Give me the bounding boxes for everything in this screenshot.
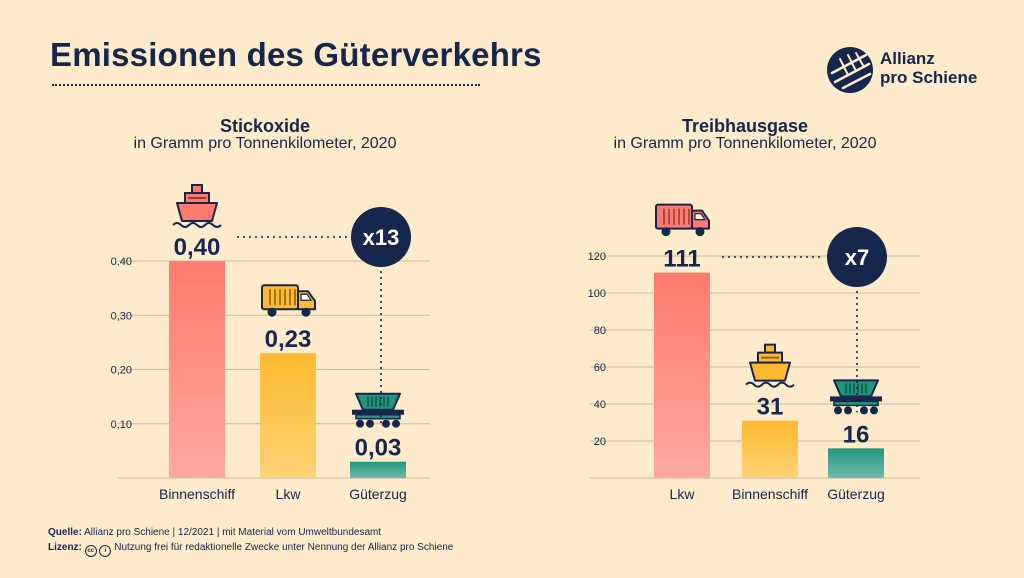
truck-icon bbox=[261, 284, 316, 317]
logo-mark-icon bbox=[827, 47, 873, 93]
y-tick-label: 100 bbox=[588, 288, 606, 300]
value-label-lkw: 0,23 bbox=[265, 326, 312, 353]
footer: Quelle: Allianz pro Schiene | 12/2021 | … bbox=[48, 525, 453, 557]
y-tick-label: 0,20 bbox=[111, 365, 132, 377]
logo-text-line2: pro Schiene bbox=[880, 68, 978, 87]
bar-gueterzug bbox=[828, 448, 884, 478]
ship-icon bbox=[172, 184, 222, 228]
y-tick-label: 0,40 bbox=[111, 256, 132, 268]
comparison-badge bbox=[351, 207, 411, 267]
comparison-badge bbox=[827, 227, 887, 287]
y-tick-label: 80 bbox=[594, 325, 606, 337]
y-tick-label: 60 bbox=[594, 362, 606, 374]
page-title: Emissionen des Güterverkehrs bbox=[50, 36, 542, 73]
chart-title-treibhausgase: Treibhausgase bbox=[681, 116, 809, 136]
y-tick-label: 120 bbox=[588, 251, 606, 263]
bar-lkw bbox=[654, 272, 710, 478]
brand-logo: Allianz pro Schiene bbox=[826, 46, 986, 94]
logo-text-line1: Allianz bbox=[880, 49, 935, 68]
value-label-binnenschiff: 31 bbox=[757, 394, 784, 421]
freight-wagon-icon bbox=[352, 392, 404, 428]
freight-wagon-icon bbox=[830, 379, 882, 415]
chart-title-stickoxide: Stickoxide bbox=[219, 116, 311, 136]
footer-license: Lizenz: cc i Nutzung frei für redaktione… bbox=[48, 540, 453, 557]
title-divider bbox=[52, 84, 480, 86]
cc-icon: cc bbox=[84, 545, 97, 557]
category-label-lkw: Lkw bbox=[670, 486, 696, 502]
chart-subtitle-treibhausgase: in Gramm pro Tonnenkilometer, 2020 bbox=[613, 135, 877, 152]
y-tick-label: 40 bbox=[594, 399, 606, 411]
comparison-label: x13 bbox=[363, 225, 400, 250]
value-label-binnenschiff: 0,40 bbox=[174, 234, 221, 261]
bar-gueterzug bbox=[350, 461, 406, 478]
y-tick-label: 0,30 bbox=[111, 310, 132, 322]
category-label-lkw: Lkw bbox=[276, 486, 302, 502]
category-label-binnenschiff: Binnenschiff bbox=[159, 486, 235, 502]
footer-source: Quelle: Allianz pro Schiene | 12/2021 | … bbox=[48, 527, 382, 538]
category-label-gueterzug: Güterzug bbox=[349, 486, 407, 502]
value-label-lkw: 111 bbox=[663, 246, 700, 273]
ship-icon bbox=[745, 343, 795, 388]
y-tick-label: 0,10 bbox=[111, 419, 132, 431]
value-label-gueterzug: 16 bbox=[843, 421, 870, 448]
y-tick-label: 20 bbox=[594, 436, 606, 448]
category-label-binnenschiff: Binnenschiff bbox=[732, 486, 808, 502]
bar-binnenschiff bbox=[169, 261, 225, 478]
chart-subtitle-stickoxide: in Gramm pro Tonnenkilometer, 2020 bbox=[133, 135, 397, 152]
bar-binnenschiff bbox=[742, 420, 798, 478]
category-label-gueterzug: Güterzug bbox=[827, 486, 885, 502]
comparison-label: x7 bbox=[845, 245, 869, 270]
bar-lkw bbox=[260, 353, 316, 478]
attribution-icon: i bbox=[99, 545, 112, 557]
truck-icon bbox=[655, 203, 710, 237]
value-label-gueterzug: 0,03 bbox=[355, 435, 402, 462]
